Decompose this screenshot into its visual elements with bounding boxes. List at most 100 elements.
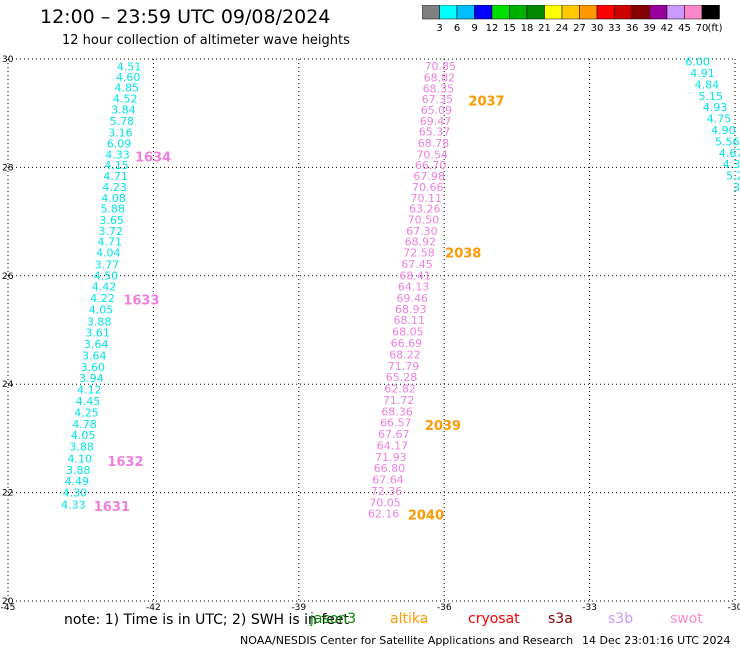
data-point-label: 3.8 bbox=[733, 181, 740, 194]
pass-label: 2037 bbox=[468, 95, 504, 110]
data-point-label: 3.88 bbox=[69, 441, 94, 454]
data-point-label: 65.09 bbox=[421, 104, 453, 117]
colorbar-label: 42 bbox=[661, 23, 674, 34]
colorbar-label: 6 bbox=[454, 23, 460, 34]
x-tick-label: -42 bbox=[146, 603, 161, 613]
legend-item-s3a: s3a bbox=[548, 611, 573, 627]
data-point-label: 4.84 bbox=[695, 78, 720, 91]
credit-text: NOAA/NESDIS Center for Satellite Applica… bbox=[240, 634, 574, 647]
series-group: 70.8568.8268.3567.3565.0969.4765.3768.78… bbox=[368, 60, 456, 521]
data-point-label: 71.79 bbox=[388, 360, 420, 373]
data-point-label: 4.10 bbox=[67, 452, 92, 465]
y-tick-label: 24 bbox=[2, 380, 14, 390]
data-point-label: 4.49 bbox=[65, 475, 90, 488]
data-point-label: 67.35 bbox=[422, 93, 454, 106]
legend-item-swot: swot bbox=[670, 611, 703, 627]
colorbar-label: 24 bbox=[556, 23, 569, 34]
data-point-label: 4.30 bbox=[63, 487, 88, 500]
series-group: 4.514.604.854.523.845.783.166.094.334.15… bbox=[61, 61, 141, 512]
data-point-label: 4.90 bbox=[711, 124, 736, 137]
pass-label: 1634 bbox=[135, 151, 171, 166]
legend-item-altika: altika bbox=[390, 611, 429, 627]
note-text: note: 1) Time is in UTC; 2) SWH is in fe… bbox=[64, 612, 350, 628]
pass-label: 1632 bbox=[107, 455, 143, 470]
colorbar-label: 27 bbox=[573, 23, 586, 34]
data-point-label: 4.42 bbox=[92, 281, 117, 294]
data-point-label: 69.46 bbox=[396, 292, 428, 305]
colorbar-label: 9 bbox=[471, 23, 477, 34]
data-point-label: 4.04 bbox=[96, 246, 121, 259]
colorbar-swatch bbox=[701, 5, 720, 20]
data-point-label: 4.71 bbox=[103, 170, 128, 183]
data-point-label: 4.52 bbox=[113, 93, 138, 106]
chart-subtitle: 12 hour collection of altimeter wave hei… bbox=[62, 33, 350, 48]
data-point-label: 5.78 bbox=[110, 115, 135, 128]
data-point-label: 6.00 bbox=[685, 56, 710, 69]
data-point-label: 68.82 bbox=[424, 71, 456, 84]
data-point-label: 4.12 bbox=[77, 384, 102, 397]
colorbar-label: 12 bbox=[486, 23, 499, 34]
data-point-label: 5.29 bbox=[726, 170, 740, 183]
data-point-label: 4.33 bbox=[105, 148, 130, 161]
data-point-label: 4.25 bbox=[74, 406, 99, 419]
data-point-label: 3.77 bbox=[95, 258, 120, 271]
data-point-label: 4.15 bbox=[104, 159, 129, 172]
data-point-label: 4.30 bbox=[723, 158, 740, 171]
data-point-label: 5.56 bbox=[715, 135, 740, 148]
data-point-label: 4.50 bbox=[94, 269, 119, 282]
data-point-label: 4.05 bbox=[89, 303, 114, 316]
data-point-label: 4.08 bbox=[101, 192, 126, 205]
y-tick-label: 28 bbox=[2, 163, 14, 173]
x-tick-label: -45 bbox=[1, 603, 16, 613]
data-point-label: 4.85 bbox=[114, 82, 139, 95]
data-point-label: 72.58 bbox=[403, 246, 435, 259]
data-point-label: 4.93 bbox=[703, 101, 728, 114]
data-point-label: 70.50 bbox=[408, 213, 440, 226]
colorbar-label: 39 bbox=[643, 23, 656, 34]
chart-title: 12:00 – 23:59 UTC 09/08/2024 bbox=[40, 6, 331, 28]
x-tick-label: -36 bbox=[437, 603, 452, 613]
colorbar-label: 33 bbox=[608, 23, 621, 34]
data-point-label: 65.28 bbox=[386, 371, 418, 384]
data-point-label: 4.45 bbox=[76, 395, 101, 408]
data-point-label: 3.64 bbox=[82, 349, 107, 362]
data-point-label: 64.13 bbox=[398, 281, 430, 294]
data-point-label: 3.60 bbox=[81, 361, 106, 374]
data-point-label: 68.35 bbox=[423, 82, 455, 95]
data-point-label: 65.37 bbox=[419, 126, 451, 139]
colorbar-label: 70 bbox=[696, 23, 709, 34]
data-point-label: 66.70 bbox=[415, 159, 447, 172]
pass-label: 2038 bbox=[445, 246, 481, 261]
data-point-label: 71.93 bbox=[375, 451, 407, 464]
pass-label: 1633 bbox=[123, 294, 159, 309]
legend-item-s3b: s3b bbox=[608, 611, 634, 627]
data-point-label: 4.91 bbox=[690, 67, 715, 80]
pass-label: 2039 bbox=[425, 419, 461, 434]
data-point-label: 6.09 bbox=[107, 138, 132, 151]
colorbar-label: 30 bbox=[591, 23, 604, 34]
data-point-label: 68.11 bbox=[394, 314, 426, 327]
data-point-label: 4.33 bbox=[61, 499, 86, 512]
data-point-label: 3.94 bbox=[79, 372, 104, 385]
y-tick-label: 20 bbox=[2, 597, 14, 607]
data-point-label: 68.41 bbox=[399, 269, 431, 282]
data-point-label: 67.30 bbox=[406, 225, 438, 238]
data-point-label: 4.71 bbox=[98, 236, 123, 249]
legend-item-cryosat: cryosat bbox=[468, 611, 520, 627]
x-tick-label: -30 bbox=[728, 603, 740, 613]
data-point-label: 67.98 bbox=[413, 170, 445, 183]
data-point-label: 70.66 bbox=[412, 181, 444, 194]
colorbar-label: 3 bbox=[436, 23, 442, 34]
data-point-label: 62.82 bbox=[384, 383, 416, 396]
data-point-label: 67.67 bbox=[378, 428, 410, 441]
data-point-label: 3.88 bbox=[66, 464, 91, 477]
colorbar-label: 18 bbox=[521, 23, 534, 34]
data-point-label: 4.05 bbox=[71, 429, 96, 442]
colorbar-label: 36 bbox=[626, 23, 639, 34]
data-point-label: 67.64 bbox=[372, 474, 404, 487]
data-point-label: 69.47 bbox=[420, 115, 452, 128]
data-point-label: 64.17 bbox=[377, 439, 409, 452]
data-point-label: 63.26 bbox=[409, 203, 441, 216]
data-point-label: 4.78 bbox=[72, 418, 97, 431]
colorbar-unit: (ft) bbox=[708, 23, 723, 34]
